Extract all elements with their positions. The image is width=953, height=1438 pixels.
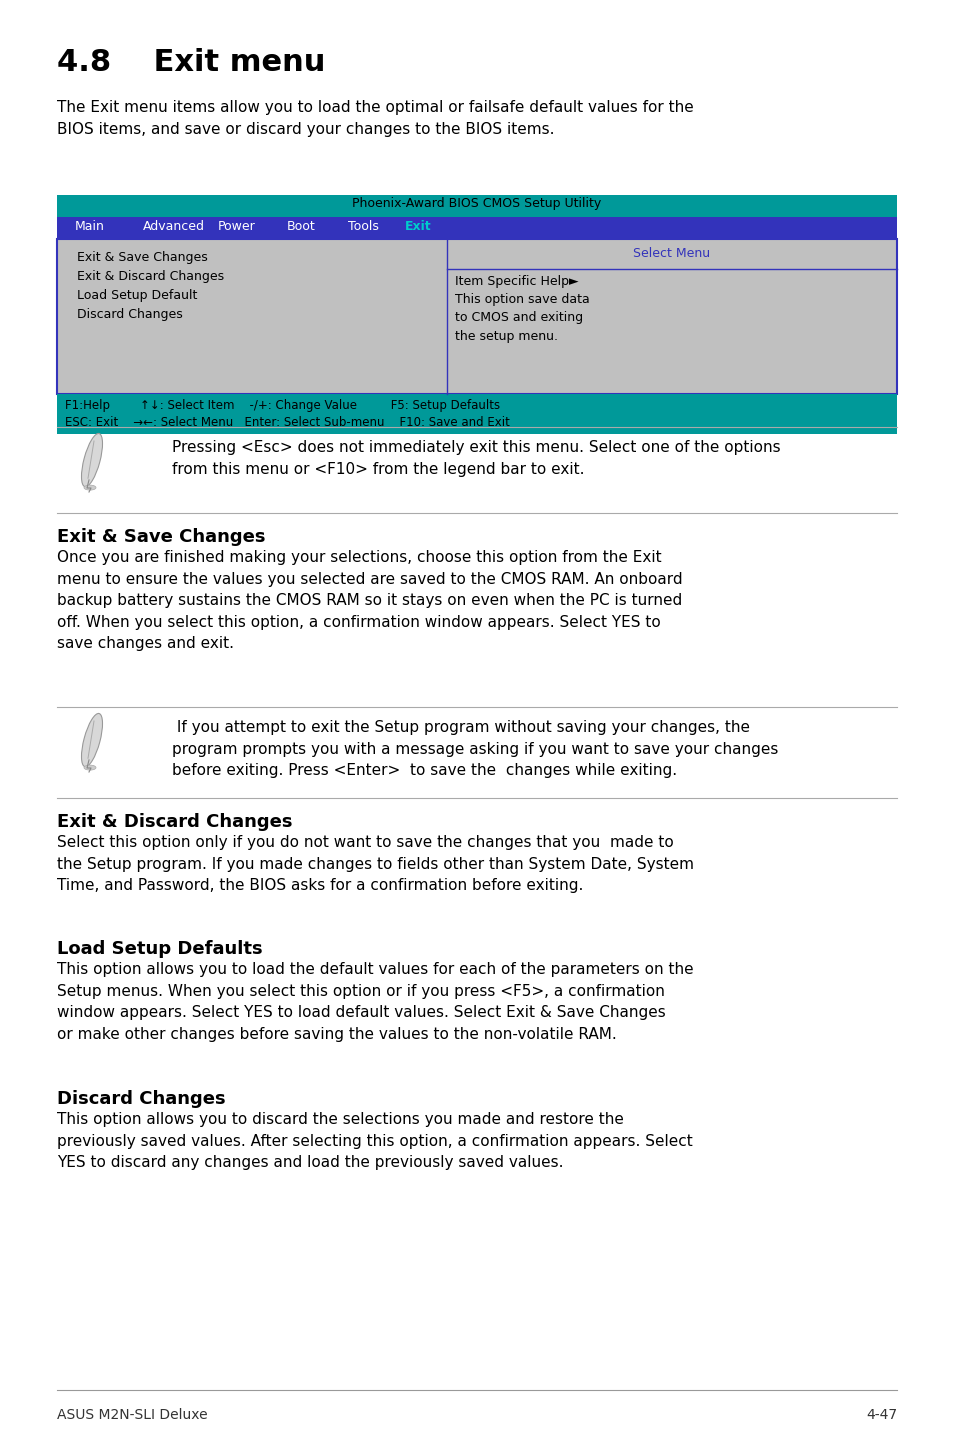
Text: Pressing <Esc> does not immediately exit this menu. Select one of the options
fr: Pressing <Esc> does not immediately exit… <box>172 440 780 476</box>
Ellipse shape <box>81 433 102 486</box>
Text: Exit & Discard Changes: Exit & Discard Changes <box>77 270 224 283</box>
Text: Discard Changes: Discard Changes <box>57 1090 226 1109</box>
Text: Tools: Tools <box>348 220 378 233</box>
Text: Exit & Save Changes: Exit & Save Changes <box>77 252 208 265</box>
Text: 4-47: 4-47 <box>865 1408 896 1422</box>
Text: Item Specific Help►: Item Specific Help► <box>455 275 578 288</box>
Text: Discard Changes: Discard Changes <box>77 308 183 321</box>
Text: Boot: Boot <box>287 220 315 233</box>
Text: This option allows you to discard the selections you made and restore the
previo: This option allows you to discard the se… <box>57 1112 692 1171</box>
Text: ASUS M2N-SLI Deluxe: ASUS M2N-SLI Deluxe <box>57 1408 208 1422</box>
Text: Select Menu: Select Menu <box>633 247 710 260</box>
Text: Once you are finished making your selections, choose this option from the Exit
m: Once you are finished making your select… <box>57 549 682 651</box>
Ellipse shape <box>84 485 96 490</box>
Text: If you attempt to exit the Setup program without saving your changes, the
progra: If you attempt to exit the Setup program… <box>172 720 778 778</box>
Text: Exit & Save Changes: Exit & Save Changes <box>57 528 265 546</box>
Text: 4.8    Exit menu: 4.8 Exit menu <box>57 47 325 78</box>
Bar <box>57 217 896 239</box>
Text: F1:Help        ↑↓: Select Item    -/+: Change Value         F5: Setup Defaults: F1:Help ↑↓: Select Item -/+: Change Valu… <box>65 398 499 413</box>
Ellipse shape <box>84 765 96 771</box>
Text: Exit: Exit <box>405 220 431 233</box>
Text: This option save data
to CMOS and exiting
the setup menu.: This option save data to CMOS and exitin… <box>455 293 589 344</box>
Bar <box>57 196 896 217</box>
Text: Exit & Discard Changes: Exit & Discard Changes <box>57 812 293 831</box>
Bar <box>57 239 896 394</box>
Text: Load Setup Defaults: Load Setup Defaults <box>57 940 262 958</box>
Text: Advanced: Advanced <box>143 220 205 233</box>
Text: Power: Power <box>218 220 255 233</box>
Text: Main: Main <box>75 220 105 233</box>
Text: The Exit menu items allow you to load the optimal or failsafe default values for: The Exit menu items allow you to load th… <box>57 101 693 137</box>
Text: ESC: Exit    →←: Select Menu   Enter: Select Sub-menu    F10: Save and Exit: ESC: Exit →←: Select Menu Enter: Select … <box>65 416 509 429</box>
Text: Load Setup Default: Load Setup Default <box>77 289 197 302</box>
Bar <box>57 394 896 434</box>
Ellipse shape <box>81 713 102 766</box>
Text: This option allows you to load the default values for each of the parameters on : This option allows you to load the defau… <box>57 962 693 1041</box>
Text: Phoenix-Award BIOS CMOS Setup Utility: Phoenix-Award BIOS CMOS Setup Utility <box>352 197 601 210</box>
Text: Select this option only if you do not want to save the changes that you  made to: Select this option only if you do not wa… <box>57 835 693 893</box>
